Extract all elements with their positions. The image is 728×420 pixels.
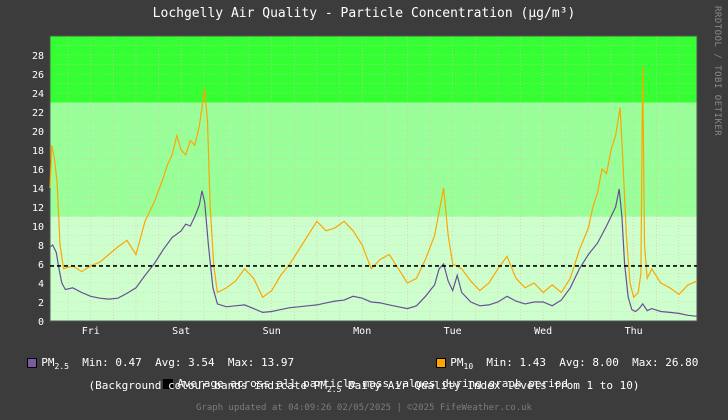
series-pm25	[49, 188, 698, 317]
x-tick-label: Tue	[444, 326, 462, 337]
y-tick-label: 4	[38, 279, 44, 290]
y-tick-label: 14	[32, 184, 44, 195]
bands-note-post: Daily Air Quality Index levels from 1 to…	[341, 379, 640, 392]
pm10-min: Min: 1.43	[486, 356, 546, 369]
bands-note-sub: 2.5	[326, 385, 342, 395]
rrdtool-watermark: RRDTOOL / TOBI OETIKER	[712, 6, 722, 137]
legend-pm10: PM10 Min: 1.43 Avg: 8.00 Max: 26.80	[423, 343, 698, 371]
x-tick-label: Thu	[625, 326, 643, 337]
pm10-sub: 10	[463, 362, 474, 372]
y-tick-label: 12	[32, 203, 44, 214]
y-tick-label: 24	[32, 89, 44, 100]
pm10-max: Max: 26.80	[632, 356, 699, 369]
x-tick-label: Wed	[534, 326, 552, 337]
y-tick-label: 10	[32, 222, 44, 233]
average-swatch	[163, 379, 174, 389]
x-tick-label: Sat	[172, 326, 190, 337]
average-label: Average across all particle mass values …	[177, 377, 568, 390]
legend-average: Average across all particle mass values …	[150, 364, 568, 390]
footer-updated: Graph updated at 04:09:26 02/05/2025 | ©…	[196, 403, 532, 413]
series-pm10	[49, 66, 698, 299]
x-tick-label: Fri	[82, 326, 100, 337]
y-tick-label: 2	[38, 298, 44, 309]
y-tick-label: 8	[38, 241, 44, 252]
pm25-min: Min: 0.47	[82, 356, 142, 369]
legend-pm25: PM2.5 Min: 0.47 Avg: 3.54 Max: 13.97	[14, 343, 294, 371]
legend-bands-note: (Background colour bands indicate PM2.5 …	[0, 379, 728, 394]
y-tick-label: 26	[32, 70, 44, 81]
y-tick-label: 20	[32, 127, 44, 138]
pm25-swatch	[27, 358, 38, 368]
aqi-band-2	[50, 102, 697, 217]
y-tick-label: 18	[32, 146, 44, 157]
pm25-avg: Avg: 3.54	[155, 356, 215, 369]
pm25-max: Max: 13.97	[227, 356, 295, 369]
y-tick-label: 28	[32, 51, 44, 62]
chart-title: Lochgelly Air Quality - Particle Concent…	[152, 6, 576, 21]
bands-note-pre: (Background colour bands indicate PM	[88, 379, 327, 392]
pm25-label: PM	[41, 356, 55, 369]
y-tick-label: 16	[32, 165, 44, 176]
y-tick-label: 0	[38, 317, 44, 328]
y-tick-label: 6	[38, 260, 44, 271]
aqi-band-3	[50, 36, 697, 103]
pm25-sub: 2.5	[54, 362, 69, 372]
x-tick-label: Mon	[353, 326, 371, 337]
aqi-band-1	[50, 216, 697, 321]
pm10-avg: Avg: 8.00	[559, 356, 619, 369]
pm10-label: PM	[450, 356, 464, 369]
pm10-swatch	[436, 358, 447, 368]
y-tick-label: 22	[32, 108, 44, 119]
x-tick-label: Sun	[263, 326, 281, 337]
